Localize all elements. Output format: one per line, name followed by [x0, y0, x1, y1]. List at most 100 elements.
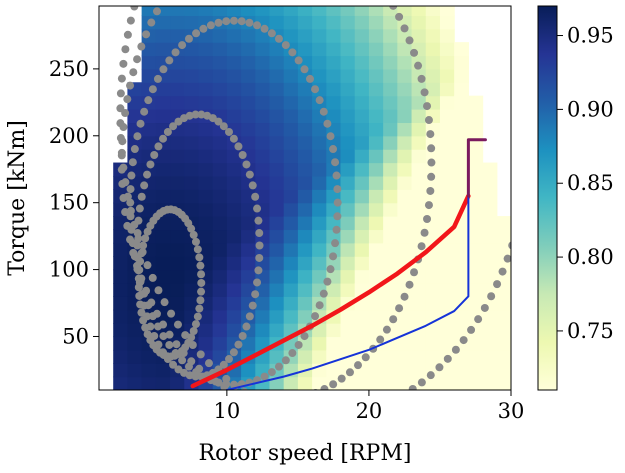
heatmap-cell: [312, 175, 327, 190]
heatmap-cell: [411, 95, 427, 110]
heatmap-cell: [113, 256, 129, 271]
heatmap-cell: [439, 135, 455, 150]
heatmap-cell: [241, 95, 256, 110]
contour-dot: [435, 363, 444, 372]
contour-dot: [154, 340, 163, 349]
contour-dot: [143, 170, 152, 179]
heatmap-cell: [170, 162, 185, 177]
contour-dot: [340, 412, 348, 420]
heatmap-cell: [269, 109, 285, 124]
heatmap-cell: [439, 122, 455, 137]
heatmap-cell: [127, 109, 143, 124]
heatmap-cell: [326, 282, 342, 297]
contour-dot: [337, 374, 346, 383]
contour-dot: [319, 107, 328, 116]
contour-dot: [134, 234, 143, 243]
heatmap-cell: [170, 229, 185, 244]
contour-dot: [329, 145, 338, 154]
contour-dot: [234, 340, 243, 349]
contour-dot: [129, 248, 138, 257]
heatmap-cell: [439, 28, 455, 43]
y-tick-label: 50: [62, 324, 89, 348]
heatmap-cell: [411, 189, 427, 204]
heatmap-cell: [454, 135, 469, 150]
heatmap-cell: [283, 189, 299, 204]
heatmap-cell: [113, 323, 129, 338]
contour-dot: [323, 277, 332, 286]
contour-dot: [153, 74, 162, 83]
contour-dot: [127, 171, 136, 180]
contour-dot: [417, 242, 426, 251]
heatmap-cell: [241, 6, 256, 16]
heatmap-cell: [468, 109, 484, 124]
contour-dot: [528, 97, 536, 105]
contour-dot: [171, 349, 180, 358]
heatmap-cell: [269, 269, 285, 284]
heatmap-cell: [184, 149, 200, 164]
heatmap-cell: [127, 336, 143, 351]
heatmap-cell: [269, 6, 285, 16]
heatmap-cell: [411, 122, 427, 137]
heatmap-cell: [439, 296, 455, 311]
contour-dot: [274, 34, 283, 43]
contour-dot: [197, 270, 206, 279]
contour-dot: [123, 221, 132, 230]
contour-dot: [326, 265, 335, 274]
heatmap-cell: [312, 42, 327, 57]
heatmap-cell: [468, 282, 484, 297]
contour-dot: [123, 30, 132, 39]
heatmap-cell: [383, 349, 398, 364]
heatmap-cell: [226, 68, 242, 83]
contour-dots: [116, 6, 536, 420]
contour-dot: [417, 74, 426, 83]
y-axis: 50 100 150 200 250: [49, 57, 99, 348]
heatmap-cell: [113, 363, 129, 378]
heatmap-cell: [184, 82, 200, 97]
heatmap-cell: [170, 256, 185, 271]
heatmap-cell: [312, 189, 327, 204]
heatmap-cell: [340, 162, 356, 177]
contour-dot: [133, 132, 142, 141]
contour-dot: [150, 151, 159, 160]
heatmap-cell: [212, 68, 228, 83]
heatmap-cell: [155, 376, 171, 390]
heatmap-cell: [255, 55, 271, 70]
heatmap-cell: [397, 189, 413, 204]
heatmap-cell: [113, 376, 129, 390]
heatmap-cell: [198, 42, 214, 57]
heatmap-cell: [383, 282, 398, 297]
contour-dot: [193, 312, 202, 321]
contour-dot: [399, 391, 407, 399]
heatmap-cell: [184, 256, 200, 271]
contour-dot: [152, 309, 161, 318]
heatmap-cell: [496, 363, 511, 378]
heatmap-cell: [141, 135, 157, 150]
heatmap-cell: [170, 296, 185, 311]
heatmap-cell: [368, 202, 384, 217]
heatmap-cell: [312, 135, 327, 150]
heatmap-cell: [141, 376, 157, 390]
heatmap-cell: [155, 149, 171, 164]
heatmap-cell: [368, 256, 384, 271]
heatmap-cell: [482, 349, 498, 364]
heatmap-cell: [454, 68, 469, 83]
heatmap-cell: [439, 189, 455, 204]
contour-dot: [189, 230, 198, 239]
heatmap-cell: [340, 122, 356, 137]
contour-dot: [229, 16, 238, 25]
heatmap-cell: [113, 242, 129, 257]
heatmap-cell: [283, 376, 299, 390]
heatmap-cell: [283, 55, 299, 70]
heatmap-cell: [468, 135, 484, 150]
contour-dot: [293, 395, 301, 403]
heatmap-cell: [255, 95, 271, 110]
heatmap-cell: [397, 175, 413, 190]
heatmap-cell: [184, 189, 200, 204]
heatmap-cell: [354, 323, 370, 338]
heatmap-cell: [439, 175, 455, 190]
heatmap-cell: [198, 336, 214, 351]
heatmap-cell: [212, 296, 228, 311]
contour-dot: [195, 304, 204, 313]
contour-dot: [255, 229, 264, 238]
heatmap-cell: [226, 6, 242, 16]
